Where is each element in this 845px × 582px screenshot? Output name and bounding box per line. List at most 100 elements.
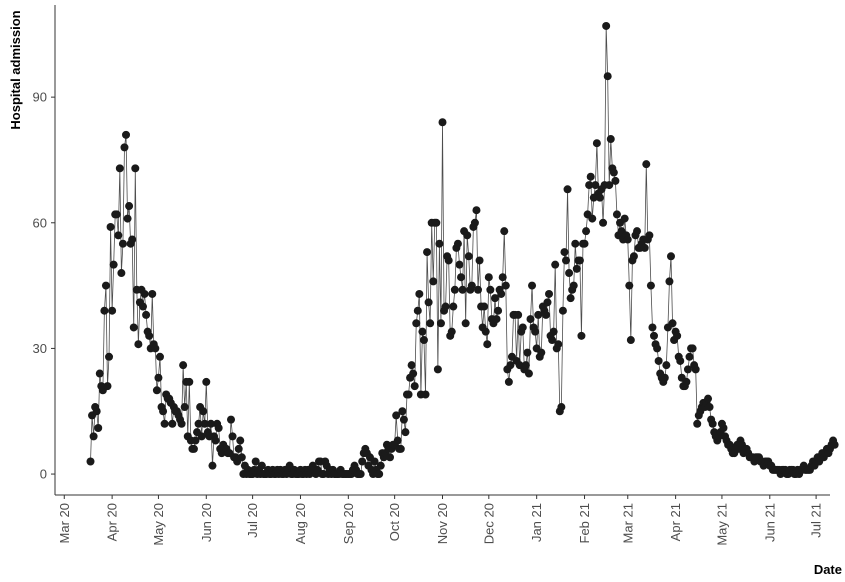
y-tick-label: 0 <box>40 467 47 482</box>
x-tick-label: Apr 21 <box>668 503 683 541</box>
x-tick-label: Oct 20 <box>387 503 402 541</box>
data-point <box>194 419 203 428</box>
data-point <box>563 185 572 194</box>
data-point <box>646 281 655 290</box>
data-point <box>228 432 237 441</box>
data-point <box>421 390 430 399</box>
data-point <box>453 239 462 248</box>
data-point <box>704 394 713 403</box>
data-point <box>197 432 206 441</box>
data-point <box>447 327 456 336</box>
data-point <box>234 444 243 453</box>
data-point <box>514 310 523 319</box>
data-point <box>160 419 169 428</box>
data-point <box>526 315 535 324</box>
data-point <box>582 227 591 236</box>
data-point <box>572 264 581 273</box>
data-point <box>168 419 177 428</box>
data-point <box>398 407 407 416</box>
data-point <box>449 302 458 311</box>
data-point <box>612 210 621 219</box>
data-point <box>433 365 442 374</box>
data-point <box>518 323 527 332</box>
data-point <box>155 352 164 361</box>
data-point <box>177 419 186 428</box>
data-point <box>682 377 691 386</box>
ticks: 0 30 60 90 Mar 20 Apr 20 May 20 Jun 20 Jul 20 Aug… <box>33 90 824 546</box>
data-point <box>484 273 493 282</box>
data-point <box>148 289 157 298</box>
data-point <box>500 227 509 236</box>
x-tick-label: Mar 21 <box>620 503 635 543</box>
data-point <box>494 306 503 315</box>
data-point <box>89 432 98 441</box>
data-point <box>676 356 685 365</box>
x-tick-label: Sep 20 <box>341 503 356 544</box>
data-point <box>251 457 260 466</box>
data-point <box>481 327 490 336</box>
data-point <box>412 319 421 328</box>
data-point <box>642 160 651 169</box>
data-point <box>202 377 211 386</box>
data-point <box>139 302 147 311</box>
data-point <box>441 302 450 311</box>
data-point <box>609 168 618 177</box>
data-point <box>257 461 266 470</box>
data-point <box>605 181 614 190</box>
data-point <box>140 289 149 298</box>
data-point <box>463 231 472 240</box>
data-point <box>558 306 567 315</box>
data-point <box>611 176 620 185</box>
data-point <box>588 214 597 223</box>
data-point <box>565 269 574 278</box>
x-tick-label: Mar 20 <box>57 503 72 543</box>
y-tick-label: 30 <box>33 341 47 356</box>
data-point <box>386 453 395 462</box>
x-tick-label: Feb 21 <box>577 503 592 543</box>
data-point <box>410 382 419 391</box>
data-point <box>626 336 635 345</box>
y-tick-label: 60 <box>33 215 47 230</box>
data-point <box>185 377 194 386</box>
data-point <box>401 428 410 437</box>
data-point <box>200 419 209 428</box>
data-point <box>470 218 479 227</box>
data-point <box>120 143 129 152</box>
data-point <box>498 273 507 282</box>
data-point <box>413 306 422 315</box>
data-point <box>208 461 217 470</box>
data-point <box>393 436 402 445</box>
data-point <box>549 327 558 336</box>
data-point <box>94 423 103 432</box>
data-point <box>640 243 649 252</box>
data-point <box>112 210 121 219</box>
data-point <box>415 289 424 298</box>
data-point <box>705 403 714 412</box>
data-point <box>543 298 552 307</box>
data-point <box>521 361 530 370</box>
x-tick-label: Apr 20 <box>105 503 120 541</box>
x-axis-title: Date <box>814 562 842 577</box>
data-point <box>548 336 557 345</box>
data-point <box>541 310 550 319</box>
data-point <box>562 256 571 265</box>
data-point <box>154 373 163 382</box>
data-point <box>151 344 160 353</box>
data-point <box>105 352 114 361</box>
data-point <box>109 260 118 269</box>
data-point <box>211 436 220 445</box>
data-point <box>620 214 629 223</box>
data-point <box>424 298 433 307</box>
data-point <box>236 436 245 445</box>
data-point <box>100 306 109 315</box>
data-point <box>560 248 569 257</box>
data-point <box>497 289 506 298</box>
data-point <box>131 164 140 173</box>
data-point <box>523 348 532 357</box>
data-point <box>592 139 601 148</box>
data-point <box>648 323 657 332</box>
data-point <box>435 239 444 248</box>
data-point <box>537 348 546 357</box>
data-point <box>159 407 168 416</box>
